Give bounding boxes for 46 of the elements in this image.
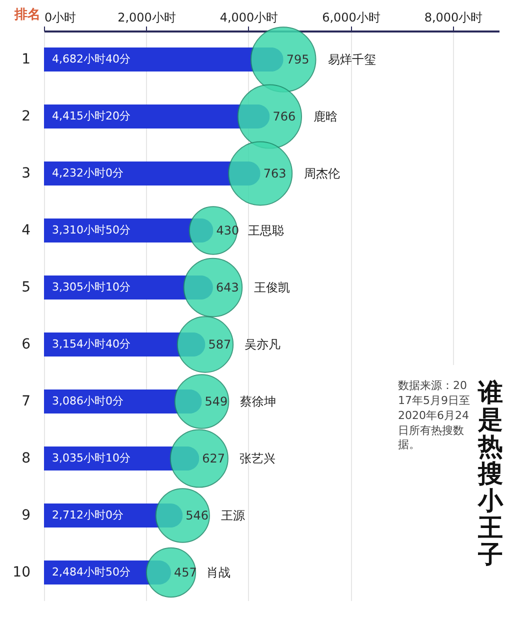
y-tick-label: 9 [22, 508, 30, 524]
data-label: 795 [286, 52, 310, 66]
data-label: 4,415小时20分 [52, 110, 130, 122]
y-tick-label: 4 [22, 222, 31, 238]
data-label: 3,035小时10分 [52, 452, 130, 464]
data-label: 3,310小时50分 [52, 224, 130, 236]
annotation: 肖战 [206, 566, 231, 580]
x-tick-label: 6,000小时 [322, 10, 380, 24]
data-label: 3,086小时0分 [52, 394, 124, 408]
data-label: 457 [174, 566, 197, 580]
data-label: 546 [186, 508, 209, 522]
y-tick-label: 6 [22, 336, 31, 352]
data-label: 643 [216, 280, 239, 294]
x-tick-label: 4,000小时 [220, 10, 278, 24]
x-tick-label: 2,000小时 [118, 10, 176, 24]
x-tick-label: 8,000小时 [424, 10, 483, 24]
y-axis-title: 排名 [14, 8, 40, 22]
data-label: 2,712小时0分 [52, 508, 124, 522]
annotation: 王俊凯 [254, 280, 290, 294]
y-tick-label: 7 [22, 394, 30, 410]
y-tick-label: 5 [22, 280, 30, 296]
annotation: 周杰伦 [304, 166, 340, 180]
data-label: 2,484小时50分 [52, 566, 130, 578]
y-tick-label: 3 [22, 166, 30, 182]
data-label: 763 [263, 166, 286, 180]
data-label: 627 [202, 452, 226, 466]
annotation: 数据来源：2017年5月9日至2020年6月24日所有热搜数据。 [398, 379, 470, 454]
data-label: 3,154小时40分 [52, 338, 130, 350]
data-label: 4,232小时0分 [52, 166, 124, 180]
annotation: 吴亦凡 [244, 338, 281, 352]
data-label: 587 [208, 338, 232, 352]
x-tick-label: 0小时 [44, 10, 76, 24]
data-label: 549 [204, 394, 228, 408]
annotation: 蔡徐坤 [240, 394, 276, 408]
data-label: 4,682小时40分 [52, 52, 130, 66]
annotation: 王源 [220, 508, 245, 522]
annotation: 张艺兴 [240, 452, 276, 466]
annotation: 易烊千玺 [328, 52, 376, 66]
data-label: 3,305小时10分 [52, 280, 130, 294]
y-tick-label: 2 [22, 108, 30, 124]
y-tick-label: 8 [22, 450, 30, 466]
annotation: 鹿晗 [314, 110, 338, 124]
y-tick-label: 10 [12, 564, 30, 580]
y-tick-label: 1 [22, 52, 30, 68]
annotation: 王思聪 [248, 224, 284, 238]
data-label: 766 [272, 110, 296, 124]
